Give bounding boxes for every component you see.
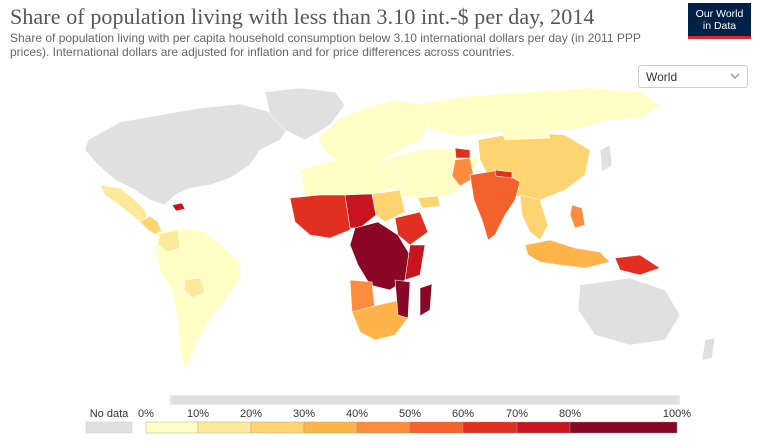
map-country-new-zealand[interactable] <box>701 337 716 361</box>
map-country-mongolia[interactable] <box>499 125 551 141</box>
legend-tick-label: 0% <box>138 408 154 420</box>
map-region-east-africa[interactable] <box>404 244 426 281</box>
legend-bin-4[interactable] <box>356 421 411 434</box>
legend-no-data-label: No data <box>90 408 129 420</box>
legend-bin-2[interactable] <box>250 421 305 434</box>
legend-tick-label: 60% <box>452 408 474 420</box>
map-country-madagascar[interactable] <box>419 283 433 317</box>
legend-no-data-swatch[interactable] <box>85 421 133 434</box>
map-country-ethiopia[interactable] <box>394 211 429 246</box>
legend-bin-6[interactable] <box>462 421 518 434</box>
legend-bin-0[interactable] <box>145 421 199 434</box>
map-region-south-america[interactable] <box>154 227 241 371</box>
legend-tick-label: 10% <box>187 408 209 420</box>
world-map[interactable] <box>0 85 767 405</box>
legend-tick-label: 50% <box>399 408 421 420</box>
map-country-japan[interactable] <box>599 144 613 173</box>
map-country-colombia[interactable] <box>157 229 181 253</box>
legend-tick-label: 80% <box>559 408 581 420</box>
region-dropdown-value: World <box>646 70 678 84</box>
map-country-russia[interactable] <box>419 87 661 137</box>
map-region-north-africa[interactable] <box>299 157 401 196</box>
map-country-yemen[interactable] <box>417 195 441 209</box>
map-country-afghanistan[interactable] <box>454 147 471 159</box>
legend-bin-7[interactable] <box>516 421 571 434</box>
owid-logo[interactable]: Our World in Data <box>688 3 751 39</box>
map-country-haiti[interactable] <box>171 202 186 212</box>
map-country-bolivia[interactable] <box>183 277 206 299</box>
map-region-west-africa[interactable] <box>289 194 356 239</box>
legend-bin-3[interactable] <box>303 421 358 434</box>
legend-bin-5[interactable] <box>409 421 464 434</box>
map-country-sudan[interactable] <box>371 189 406 223</box>
map-region-southeast-asia[interactable] <box>519 194 549 241</box>
map-region-southern-africa[interactable] <box>351 299 409 341</box>
map-country-india[interactable] <box>469 169 521 241</box>
map-country-indonesia[interactable] <box>524 239 611 269</box>
legend-bin-1[interactable] <box>197 421 252 434</box>
legend-tick-label: 70% <box>506 408 528 420</box>
map-region-sahel[interactable] <box>344 193 377 229</box>
chevron-down-icon <box>730 73 740 80</box>
map-country-png[interactable] <box>614 254 661 276</box>
logo-line-1: Our World <box>695 8 744 20</box>
map-region-antarctica <box>169 394 681 405</box>
legend-tick-label: 30% <box>293 408 315 420</box>
map-country-mozambique[interactable] <box>394 279 411 319</box>
logo-line-2: in Data <box>702 20 737 32</box>
legend-tick-label: 40% <box>346 408 368 420</box>
map-country-pakistan[interactable] <box>451 157 475 187</box>
legend-tick-label: 20% <box>240 408 262 420</box>
chart-subtitle: Share of population living with per capi… <box>10 31 641 59</box>
map-country-nepal[interactable] <box>494 169 513 179</box>
region-dropdown[interactable]: World <box>638 65 748 88</box>
color-legend: No data 0% 10% 20% 30% 40% 50% 60% 70% 80% 100% <box>0 404 767 447</box>
map-region-greenland[interactable] <box>264 87 346 141</box>
chart-title: Share of population living with less tha… <box>10 4 595 29</box>
map-region-north-america[interactable] <box>84 103 291 206</box>
legend-bin-8[interactable] <box>569 421 678 434</box>
map-country-philippines[interactable] <box>569 204 586 229</box>
legend-tick-label: 100% <box>663 408 691 420</box>
map-country-australia[interactable] <box>577 277 681 346</box>
